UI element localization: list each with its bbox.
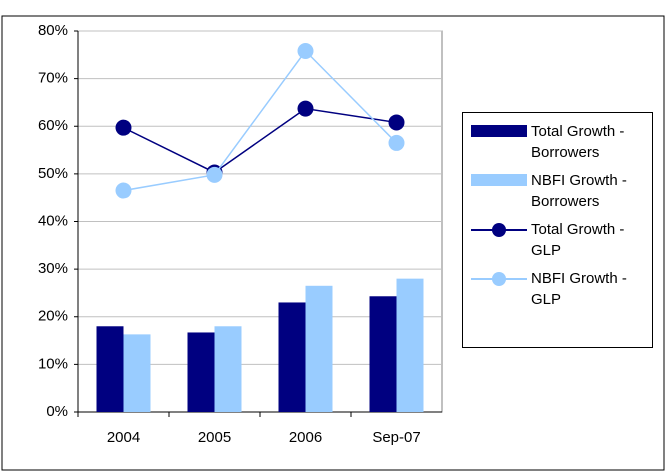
- bar: [123, 334, 151, 412]
- y-tick-label: 50%: [38, 165, 68, 182]
- x-tick-label: 2006: [289, 429, 322, 446]
- bar: [96, 326, 124, 412]
- y-tick-label: 70%: [38, 70, 68, 87]
- y-tick-label: 20%: [38, 308, 68, 325]
- legend: Total Growth - Borrowers NBFI Growth - Bo…: [462, 112, 653, 348]
- marker: [388, 114, 405, 131]
- bar: [369, 296, 397, 412]
- bar: [214, 326, 242, 412]
- legend-label: Total Growth - Borrowers: [531, 123, 625, 161]
- x-tick-label: 2005: [198, 429, 231, 446]
- legend-label: Total Growth - GLP: [531, 221, 625, 259]
- marker: [115, 119, 132, 136]
- legend-item: Total Growth - GLP: [467, 219, 648, 261]
- marker: [297, 43, 314, 60]
- marker: [297, 100, 314, 117]
- legend-item: NBFI Growth - GLP: [467, 268, 648, 310]
- marker: [115, 182, 132, 199]
- bar: [305, 285, 333, 412]
- y-tick-label: 60%: [38, 117, 68, 134]
- legend-label: NBFI Growth - GLP: [531, 270, 627, 308]
- chart-border: [1, 15, 665, 471]
- y-tick-label: 80%: [38, 22, 68, 39]
- marker: [388, 134, 405, 151]
- marker: [206, 166, 223, 183]
- x-tick-label: Sep-07: [372, 429, 420, 446]
- y-tick-label: 10%: [38, 355, 68, 372]
- legend-item: NBFI Growth - Borrowers: [467, 170, 648, 212]
- line: [123, 107, 397, 174]
- bar: [187, 332, 215, 412]
- legend-key: [467, 219, 531, 239]
- line: [123, 49, 398, 192]
- x-tick-label: 2004: [107, 429, 140, 446]
- legend-key: [467, 121, 531, 141]
- y-tick-label: 0%: [46, 403, 68, 420]
- legend-key: [467, 268, 531, 288]
- y-tick-label: 30%: [38, 260, 68, 277]
- legend-label: NBFI Growth - Borrowers: [531, 172, 627, 210]
- bar: [278, 302, 306, 412]
- legend-item: Total Growth - Borrowers: [467, 121, 648, 163]
- y-tick-label: 40%: [38, 212, 68, 229]
- bar: [396, 278, 424, 412]
- legend-key: [467, 170, 531, 190]
